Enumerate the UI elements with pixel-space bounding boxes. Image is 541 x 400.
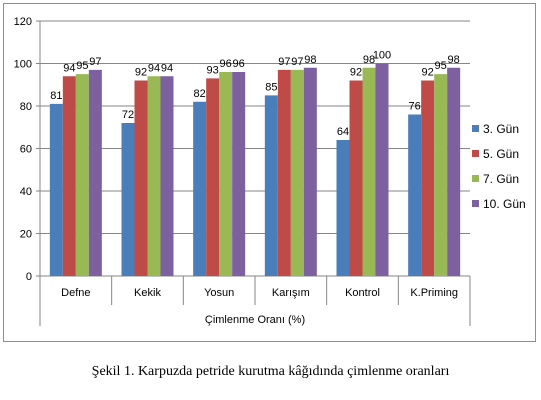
data-label: 64 [337,126,349,138]
legend-label: 7. Gün [483,172,519,186]
bar [206,78,220,276]
data-label: 95 [76,60,88,72]
x-axis-label: Çimlenme Oranı (%) [205,314,305,326]
data-label: 92 [422,67,434,79]
data-label: 94 [63,62,75,74]
bar [160,76,174,276]
bar [219,72,233,276]
data-label: 97 [89,56,101,68]
bar [62,76,76,276]
bar [232,72,246,276]
y-tick-label: 80 [20,101,32,113]
bar [264,95,278,276]
data-label: 72 [122,109,134,121]
data-label: 98 [363,54,375,66]
y-tick-label: 40 [20,186,32,198]
bar [375,63,389,276]
bar [193,101,207,276]
category-label: Kekik [134,287,161,299]
bar [147,76,161,276]
legend-label: 3. Gün [483,122,519,136]
bar [336,140,350,276]
bar [277,69,291,276]
data-label: 100 [373,50,391,62]
y-tick-label: 60 [20,144,32,156]
data-label: 96 [220,58,232,70]
y-tick-label: 0 [26,271,32,283]
data-label: 95 [435,60,447,72]
chart-frame [3,3,536,342]
bar [75,74,89,276]
category-label: Karışım [272,287,310,299]
bar [121,123,135,276]
figure-caption: Şekil 1. Karpuzda petride kurutma kâğıdı… [91,364,450,379]
data-label: 96 [233,58,245,70]
legend-swatch [472,125,479,132]
legend-swatch [472,200,479,207]
y-tick-label: 20 [20,229,32,241]
data-label: 98 [304,54,316,66]
legend-swatch [472,175,479,182]
y-tick-label: 120 [14,16,32,28]
data-label: 92 [350,67,362,79]
data-label: 93 [207,64,219,76]
legend-swatch [472,150,479,157]
data-label: 85 [265,81,277,93]
data-label: 82 [194,88,206,100]
data-label: 76 [409,101,421,113]
data-label: 97 [278,56,290,68]
bar [88,69,102,276]
bar [134,80,148,276]
y-tick-label: 100 [14,59,32,71]
data-label: 81 [50,90,62,102]
category-label: Defne [61,287,90,299]
bar [408,114,422,276]
bar [362,67,376,276]
bar [447,67,461,276]
bar [49,103,63,276]
bar [434,74,448,276]
legend-label: 5. Gün [483,147,519,161]
bar [303,67,317,276]
category-label: Yosun [204,287,234,299]
bar [421,80,435,276]
category-label: Kontrol [345,287,380,299]
data-label: 97 [291,56,303,68]
category-label: K.Priming [410,287,458,299]
legend-label: 10. Gün [483,197,526,211]
data-label: 94 [148,62,160,74]
bar [349,80,363,276]
bar [290,69,304,276]
data-label: 92 [135,67,147,79]
data-label: 94 [161,62,173,74]
data-label: 98 [448,54,460,66]
